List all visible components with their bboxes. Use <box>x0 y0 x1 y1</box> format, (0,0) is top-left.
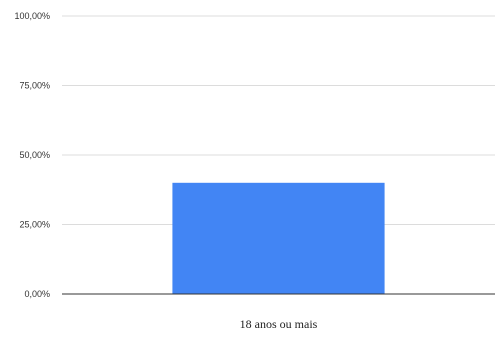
bar <box>172 182 385 294</box>
bars <box>172 182 385 294</box>
y-axis-ticks: 0,00% 25,00% 50,00% 75,00% 100,00% <box>14 11 50 299</box>
y-tick-label: 75,00% <box>19 81 50 91</box>
y-tick-label: 0,00% <box>24 289 50 299</box>
y-tick-label: 100,00% <box>14 11 50 21</box>
y-tick-label: 25,00% <box>19 220 50 230</box>
x-axis-labels: 18 anos ou mais <box>240 317 318 331</box>
y-tick-label: 50,00% <box>19 150 50 160</box>
x-category-label: 18 anos ou mais <box>240 317 318 331</box>
